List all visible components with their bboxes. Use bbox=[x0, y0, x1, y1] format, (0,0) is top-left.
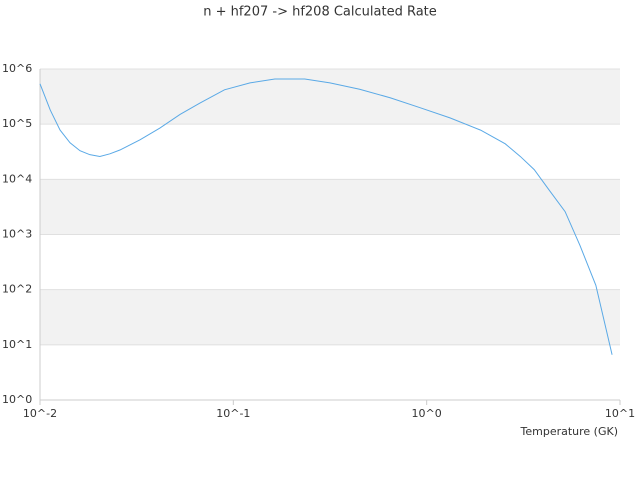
y-tick-label: 10^0 bbox=[2, 393, 32, 406]
x-tick-label: 10^0 bbox=[412, 407, 442, 420]
y-tick-label: 10^3 bbox=[2, 228, 32, 241]
x-axis-title: Temperature (GK) bbox=[520, 425, 619, 438]
x-tick-label: 10^-1 bbox=[216, 407, 250, 420]
x-tick-label: 10^1 bbox=[605, 407, 635, 420]
grid-band bbox=[40, 69, 620, 125]
grid-band bbox=[40, 179, 620, 235]
chart-title: n + hf207 -> hf208 Calculated Rate bbox=[203, 5, 437, 20]
grid-band bbox=[40, 289, 620, 345]
y-tick-label: 10^1 bbox=[2, 338, 32, 351]
x-tick-label: 10^-2 bbox=[23, 407, 57, 420]
line bbox=[39, 78, 613, 355]
y-tick-label: 10^6 bbox=[2, 62, 32, 75]
y-tick-label: 10^2 bbox=[2, 283, 32, 296]
y-tick-label: 10^4 bbox=[2, 172, 32, 185]
y-tick-label: 10^5 bbox=[2, 117, 32, 130]
